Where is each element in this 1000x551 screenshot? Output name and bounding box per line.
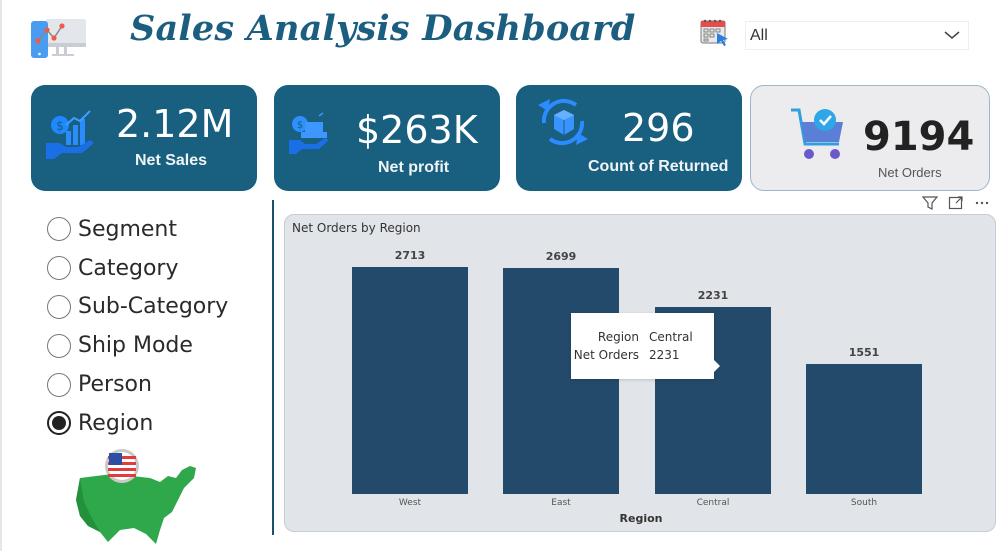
analytics-device-icon: [31, 19, 86, 58]
focus-mode-icon[interactable]: [948, 195, 964, 211]
radio-button-selected[interactable]: [47, 411, 71, 436]
kpi-card-net-profit: $ $263K Net profit: [274, 85, 500, 191]
radio-ship-mode[interactable]: Ship Mode: [47, 326, 228, 365]
tooltip-row: Net Orders 2231: [571, 348, 680, 362]
dimension-selector: Segment Category Sub-Category Ship Mode …: [47, 210, 228, 443]
x-tick: Central: [696, 498, 730, 508]
kpi-value: 296: [622, 106, 695, 150]
date-filter-value: All: [750, 26, 768, 44]
x-axis-label: Region: [619, 512, 663, 525]
radio-button[interactable]: [47, 256, 71, 281]
more-options-icon[interactable]: [974, 195, 990, 211]
radio-label: Person: [78, 372, 152, 398]
chart-tooltip: Region Central Net Orders 2231: [571, 313, 720, 379]
x-tick: South: [850, 498, 878, 508]
radio-label: Category: [78, 255, 179, 281]
radio-button[interactable]: [47, 372, 71, 397]
x-tick: West: [398, 498, 422, 508]
chart-title: Net Orders by Region: [292, 221, 421, 235]
calendar-cursor-icon: [700, 19, 728, 46]
kpi-label: Net Sales: [135, 152, 208, 169]
radio-label: Sub-Category: [78, 294, 229, 320]
radio-label: Ship Mode: [78, 333, 193, 359]
chevron-down-icon[interactable]: [944, 28, 960, 42]
kpi-value: 2.12M: [116, 102, 234, 146]
kpi-label: Net Orders: [878, 165, 942, 180]
tooltip-value: Central: [649, 330, 693, 344]
tooltip-key: Net Orders: [573, 348, 639, 362]
hand-money-growth-icon: $: [46, 110, 94, 159]
kpi-card-returned: 296 Count of Returned: [516, 85, 742, 191]
divider: [272, 200, 274, 535]
cart-check-icon: [791, 108, 843, 159]
radio-category[interactable]: Category: [47, 249, 228, 288]
data-label: 2231: [697, 289, 729, 302]
radio-segment[interactable]: Segment: [47, 210, 228, 249]
usa-map-flag-image: [76, 449, 196, 544]
radio-label: Region: [78, 410, 154, 436]
hand-coins-gold-icon: $: [289, 112, 329, 154]
radio-sub-category[interactable]: Sub-Category: [47, 288, 228, 327]
kpi-value: 9194: [863, 114, 975, 160]
tooltip-value: 2231: [649, 348, 680, 362]
kpi-value: $263K: [356, 108, 478, 152]
radio-button[interactable]: [47, 333, 71, 358]
filter-icon[interactable]: [921, 195, 939, 211]
data-label: 2699: [545, 250, 577, 263]
kpi-label: Net profit: [378, 159, 450, 176]
kpi-card-net-orders: 9194 Net Orders: [750, 85, 990, 191]
radio-button[interactable]: [47, 294, 71, 319]
tooltip-key: Region: [597, 330, 639, 344]
bar-east[interactable]: [503, 268, 619, 494]
radio-label: Segment: [78, 216, 177, 242]
radio-region[interactable]: Region: [47, 404, 228, 443]
bar-west[interactable]: [352, 267, 468, 494]
data-label: 1551: [848, 346, 880, 359]
kpi-card-net-sales: $ 2.12M Net Sales: [31, 85, 257, 191]
data-label: 2713: [394, 249, 426, 262]
radio-person[interactable]: Person: [47, 365, 228, 404]
svg-text:$: $: [297, 120, 303, 131]
date-filter-dropdown[interactable]: All: [745, 21, 969, 50]
page-title: Sales Analysis Dashboard: [130, 8, 636, 49]
tooltip-row: Region Central: [571, 330, 693, 344]
x-tick: East: [551, 498, 571, 508]
kpi-label: Count of Returned: [588, 158, 729, 175]
return-box-icon: [538, 98, 588, 146]
svg-text:$: $: [56, 119, 64, 133]
visual-header: [921, 195, 990, 211]
radio-button[interactable]: [47, 217, 71, 242]
bar-south[interactable]: [806, 364, 922, 494]
left-edge: [0, 0, 2, 551]
